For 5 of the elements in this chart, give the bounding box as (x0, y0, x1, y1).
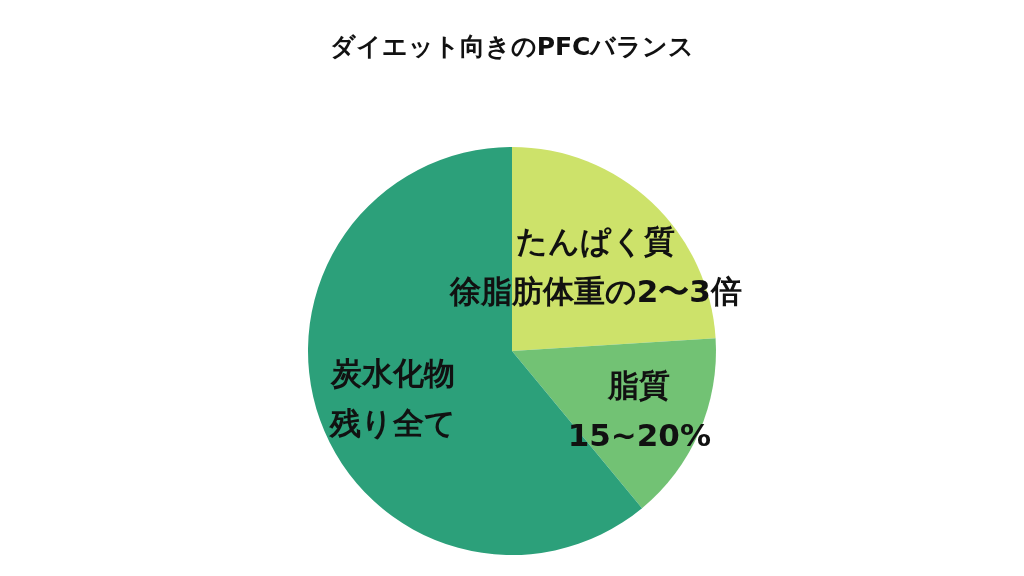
slice-label: たんぱく質 (516, 222, 676, 259)
slice-label: 脂質 (607, 367, 671, 404)
slice-label: 炭水化物 (330, 354, 455, 391)
chart-title: ダイエット向きのPFCバランス (328, 31, 696, 63)
data-label: 残り全て (328, 404, 456, 441)
